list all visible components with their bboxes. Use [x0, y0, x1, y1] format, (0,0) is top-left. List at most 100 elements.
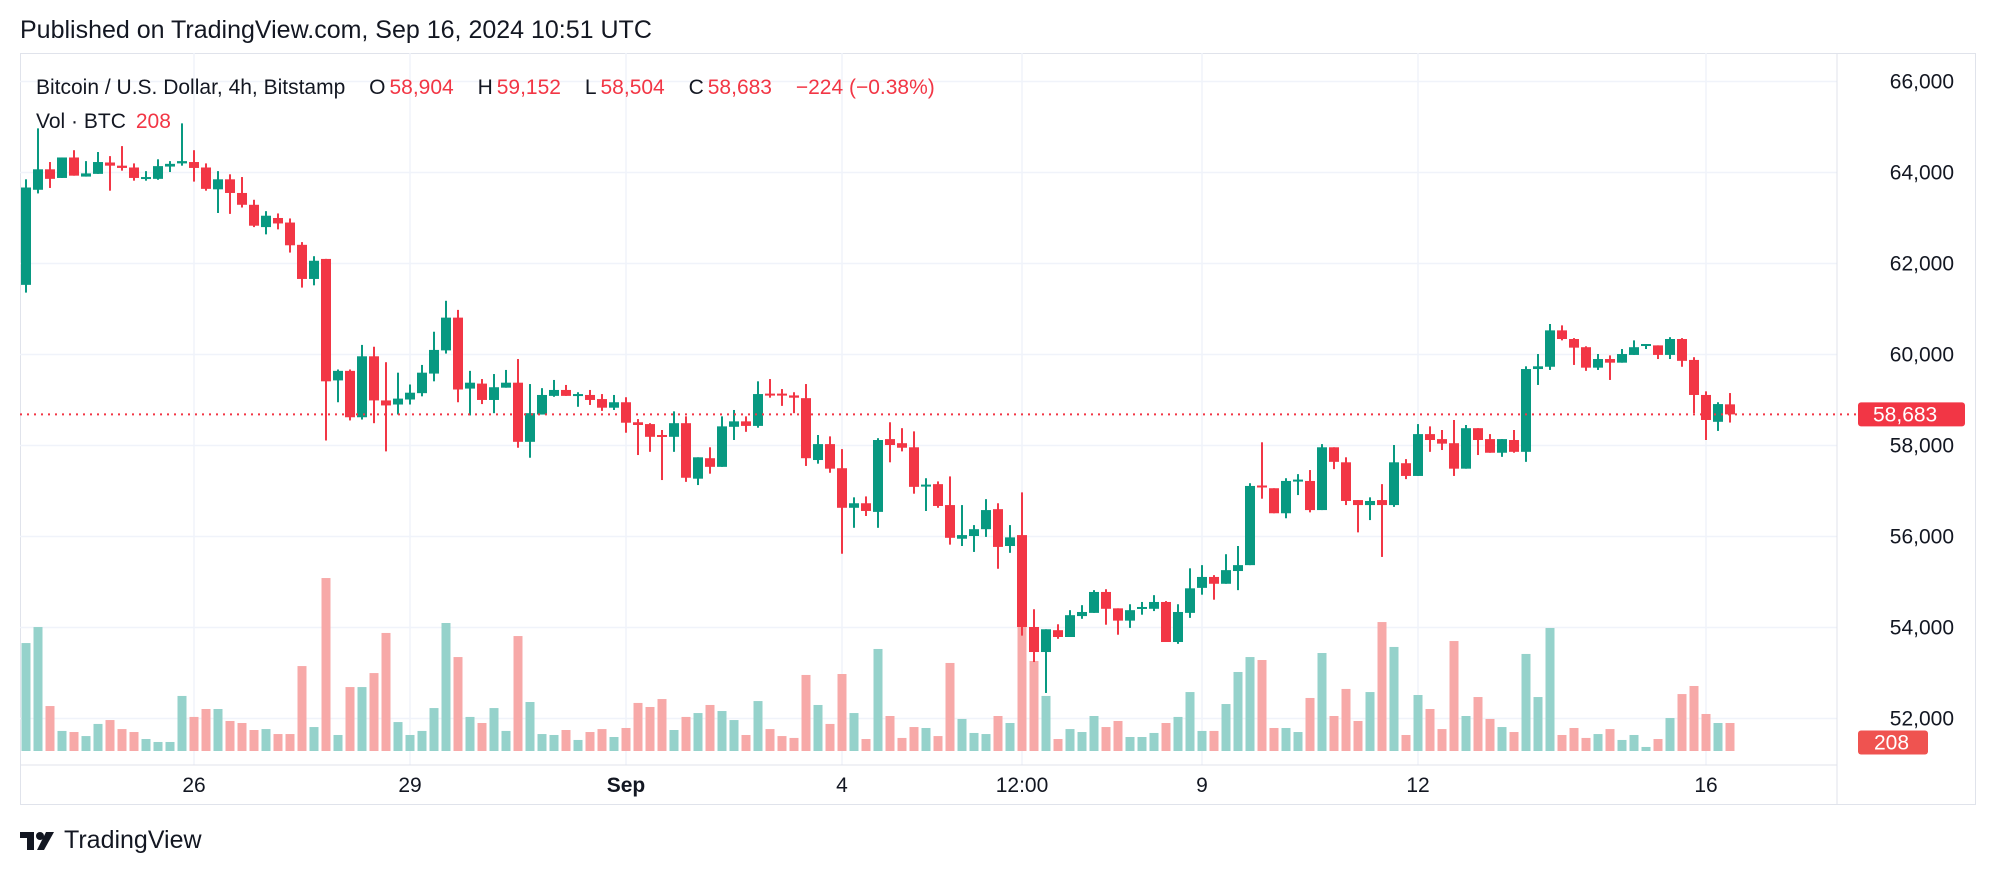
candle[interactable] — [1641, 344, 1651, 350]
candle[interactable] — [1389, 445, 1399, 507]
candle[interactable] — [1029, 609, 1039, 663]
candle[interactable] — [369, 346, 379, 424]
candle[interactable] — [1281, 478, 1291, 519]
candle[interactable] — [1425, 426, 1435, 452]
candle[interactable] — [609, 394, 619, 410]
candle[interactable] — [45, 162, 55, 188]
candle[interactable] — [585, 389, 595, 405]
candle[interactable] — [933, 481, 943, 508]
candle[interactable] — [249, 199, 259, 228]
candle[interactable] — [909, 431, 919, 494]
candle[interactable] — [969, 525, 979, 552]
candle[interactable] — [837, 449, 847, 554]
candle[interactable] — [57, 157, 67, 178]
candle[interactable] — [861, 496, 871, 516]
candle[interactable] — [1125, 604, 1135, 628]
candle[interactable] — [333, 369, 343, 403]
candle[interactable] — [201, 163, 211, 191]
candle[interactable] — [405, 384, 415, 405]
candle[interactable] — [237, 177, 247, 208]
candle[interactable] — [765, 379, 775, 398]
candle[interactable] — [285, 218, 295, 253]
candle[interactable] — [321, 258, 331, 441]
candle[interactable] — [1113, 608, 1123, 635]
candle[interactable] — [1713, 402, 1723, 431]
candle[interactable] — [1077, 605, 1087, 619]
candle[interactable] — [1317, 444, 1327, 511]
candle[interactable] — [777, 389, 787, 406]
candle[interactable] — [1005, 525, 1015, 553]
candle[interactable] — [297, 242, 307, 288]
candle[interactable] — [261, 211, 271, 235]
candle[interactable] — [1353, 500, 1363, 533]
candle[interactable] — [1269, 488, 1279, 514]
candle[interactable] — [489, 374, 499, 414]
candle[interactable] — [1293, 474, 1303, 496]
candle[interactable] — [1449, 419, 1459, 476]
candle[interactable] — [645, 423, 655, 452]
candle[interactable] — [801, 384, 811, 466]
candle[interactable] — [117, 146, 127, 171]
candle[interactable] — [477, 379, 487, 405]
candle[interactable] — [1689, 357, 1699, 414]
candle[interactable] — [1473, 428, 1483, 456]
candle[interactable] — [1509, 429, 1519, 453]
candle[interactable] — [1569, 338, 1579, 365]
candle[interactable] — [1533, 354, 1543, 385]
candle[interactable] — [1245, 483, 1255, 566]
candle[interactable] — [1149, 595, 1159, 612]
candle[interactable] — [33, 128, 43, 194]
candle[interactable] — [1329, 447, 1339, 470]
candle[interactable] — [513, 359, 523, 448]
candle[interactable] — [273, 213, 283, 230]
candle[interactable] — [501, 369, 511, 388]
candle[interactable] — [1725, 393, 1735, 423]
candle[interactable] — [381, 362, 391, 452]
candle[interactable] — [81, 161, 91, 177]
candle[interactable] — [1545, 323, 1555, 370]
candle[interactable] — [537, 388, 547, 415]
candle[interactable] — [1677, 338, 1687, 367]
candle[interactable] — [1185, 568, 1195, 618]
candle[interactable] — [741, 416, 751, 432]
candle[interactable] — [1101, 589, 1111, 625]
candle[interactable] — [1605, 355, 1615, 380]
candle[interactable] — [1209, 575, 1219, 600]
candle[interactable] — [21, 179, 31, 293]
candle[interactable] — [1497, 439, 1507, 457]
candle[interactable] — [1017, 492, 1027, 636]
candle[interactable] — [849, 497, 859, 528]
candle[interactable] — [69, 150, 79, 176]
candle[interactable] — [141, 171, 151, 181]
candle[interactable] — [1257, 442, 1267, 499]
candle[interactable] — [1485, 434, 1495, 453]
candle[interactable] — [1041, 629, 1051, 693]
volume-label[interactable]: Vol · BTC — [36, 110, 126, 133]
candle[interactable] — [717, 416, 727, 467]
candle[interactable] — [1161, 601, 1171, 643]
candle[interactable] — [93, 152, 103, 174]
candle[interactable] — [1413, 424, 1423, 476]
candle[interactable] — [1089, 590, 1099, 613]
candle[interactable] — [345, 369, 355, 421]
candle[interactable] — [1401, 459, 1411, 480]
candle[interactable] — [561, 384, 571, 396]
candle[interactable] — [897, 428, 907, 452]
candle[interactable] — [1341, 457, 1351, 506]
candle[interactable] — [993, 503, 1003, 569]
candle[interactable] — [573, 392, 583, 407]
candle[interactable] — [525, 384, 535, 458]
candle[interactable] — [597, 394, 607, 411]
candle[interactable] — [1221, 554, 1231, 584]
candle[interactable] — [225, 174, 235, 214]
candle[interactable] — [441, 300, 451, 354]
candle[interactable] — [1617, 349, 1627, 363]
candle[interactable] — [129, 163, 139, 181]
candle[interactable] — [981, 499, 991, 537]
symbol-name[interactable]: Bitcoin / U.S. Dollar, 4h, Bitstamp — [36, 76, 346, 99]
candle[interactable] — [1461, 424, 1471, 469]
candle[interactable] — [945, 476, 955, 545]
candle[interactable] — [789, 392, 799, 414]
candle[interactable] — [1581, 346, 1591, 371]
